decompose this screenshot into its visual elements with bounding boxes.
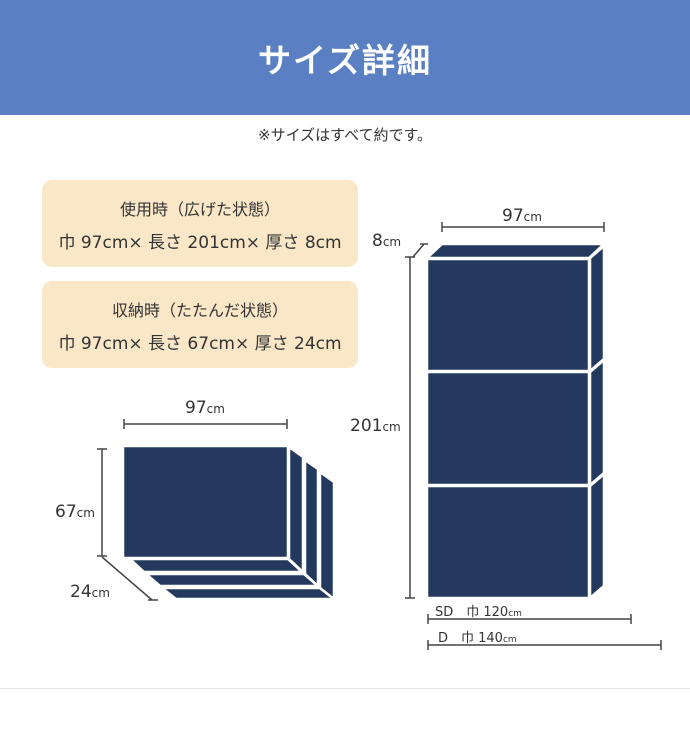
- side-layer-2: [303, 457, 320, 589]
- side-layer-1: [287, 444, 305, 575]
- folded-width-label: 97cm: [185, 398, 225, 418]
- panel-1: [425, 257, 591, 373]
- side-face-1: [588, 243, 606, 374]
- side-face-2: [588, 357, 606, 488]
- folded-dimension-lines: [97, 419, 288, 601]
- folded-depth-label: 24cm: [70, 582, 110, 602]
- folded-front: [121, 444, 290, 560]
- side-layer-3: [318, 469, 336, 602]
- panel-3: [425, 484, 591, 600]
- spec-dims: 巾 97cm× 長さ 201cm× 厚さ 8cm: [58, 233, 342, 253]
- top-face: [423, 242, 608, 260]
- spec-box-folded: 収納時（たたんだ状態） 巾 97cm× 長さ 67cm× 厚さ 24cm: [42, 281, 358, 368]
- spec-title: 使用時（広げた状態）: [119, 200, 280, 219]
- unfolded-dimension-lines: [405, 222, 662, 650]
- size-note: ※サイズはすべて約です。: [258, 126, 432, 144]
- bottom-divider: [0, 688, 690, 689]
- spec-box-unfolded: 使用時（広げた状態） 巾 97cm× 長さ 201cm× 厚さ 8cm: [42, 180, 358, 267]
- unfolded-length-label: 201cm: [350, 416, 401, 436]
- page-title: サイズ詳細: [257, 40, 432, 80]
- bottom-layer-1: [126, 557, 306, 574]
- unfolded-mattress-diagram: [423, 242, 608, 601]
- side-face-3: [588, 471, 606, 601]
- spec-title: 収納時（たたんだ状態）: [111, 301, 288, 320]
- bottom-layer-2: [142, 572, 322, 588]
- spec-dims: 巾 97cm× 長さ 67cm× 厚さ 24cm: [58, 334, 342, 354]
- size-sd-label: SD 巾 120cm: [435, 605, 522, 620]
- unfolded-width-label: 97cm: [502, 206, 542, 226]
- bottom-layer-3: [158, 586, 338, 601]
- header-banner: サイズ詳細: [0, 0, 690, 115]
- size-d-label: D 巾 140cm: [438, 631, 517, 646]
- panel-2: [425, 370, 591, 487]
- unfolded-thickness-label: 8cm: [372, 231, 401, 251]
- folded-height-label: 67cm: [55, 502, 95, 522]
- folded-mattress-diagram: [121, 444, 338, 602]
